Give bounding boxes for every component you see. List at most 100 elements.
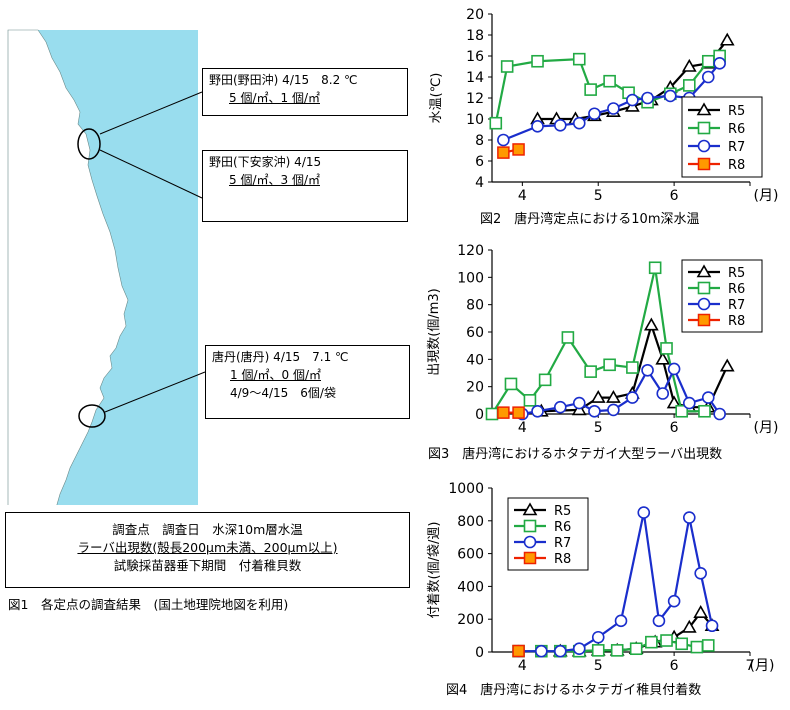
callout-karaniwa-line3: 4/9～4/15 6個/袋 [230, 386, 336, 400]
legend-label-R8: R8 [728, 158, 745, 173]
data-point-R7 [531, 120, 544, 133]
data-point-R6 [690, 640, 704, 654]
data-point-R6 [675, 637, 689, 651]
data-point-R7 [553, 400, 567, 414]
data-point-R6 [698, 404, 711, 418]
data-point-R5 [655, 351, 671, 365]
map-legend: 調査点 調査日 水深10m層水温 ラーバ出現数(殻長200μm未満、200μm以… [5, 512, 410, 588]
data-point-R5 [590, 389, 606, 403]
leader-line-noda-shimo [99, 149, 203, 199]
data-point-R7 [701, 70, 715, 84]
legend-label-R6: R6 [728, 122, 745, 137]
data-point-R7 [667, 362, 681, 376]
y-tick-label: 16 [466, 49, 484, 65]
legend-marker-R7 [697, 297, 711, 311]
data-point-R7 [614, 614, 628, 628]
data-point-R7 [656, 387, 670, 400]
y-tick-label: 4 [475, 175, 484, 191]
y-tick-label: 20 [466, 380, 484, 396]
y-tick-label: 0 [475, 645, 484, 661]
data-point-R7 [682, 396, 696, 410]
legend-label-R6: R6 [554, 520, 571, 535]
callout-karaniwa-line1: 唐丹(唐丹) 4/15 7.1 ℃ [212, 350, 349, 364]
y-tick-label: 1000 [448, 481, 484, 497]
legend-marker-R5 [696, 102, 712, 116]
y-axis-label: 水温(℃) [429, 73, 444, 124]
callout-noda-oki-line2: 5 個/㎡、1 個/㎡ [229, 91, 320, 105]
data-point-R7 [637, 506, 651, 519]
map-legend-line2: ラーバ出現数(殻長200μm未満、200μm以上) [77, 540, 338, 555]
data-point-R6 [504, 377, 518, 391]
data-point-R7 [641, 363, 654, 377]
y-tick-label: 14 [466, 70, 484, 86]
data-point-R7 [588, 404, 601, 418]
legend-label-R7: R7 [728, 298, 745, 313]
data-point-R6 [660, 342, 673, 355]
data-point-R8 [512, 644, 525, 658]
data-point-R5 [719, 358, 735, 372]
data-point-R7 [607, 102, 620, 115]
legend-marker-R8 [697, 157, 711, 171]
data-point-R8 [497, 146, 510, 159]
map-legend-line3: 試験採苗器垂下期間 付着稚貝数 [113, 558, 302, 573]
chart-caption: 図4 唐丹湾におけるホタテガイ稚貝付着数 [446, 682, 701, 698]
legend-label-R7: R7 [554, 536, 571, 551]
legend-label-R6: R6 [728, 282, 745, 297]
data-point-R5 [681, 58, 697, 72]
x-tick-label: 5 [594, 658, 603, 674]
x-tick-label: 6 [670, 188, 679, 204]
data-point-R6 [648, 261, 662, 275]
x-unit-label: (月) [750, 658, 775, 674]
data-point-R6 [489, 116, 503, 130]
y-tick-label: 10 [466, 112, 484, 128]
series-R6 [485, 261, 711, 421]
data-point-R5 [643, 317, 659, 331]
data-point-R7 [607, 403, 620, 417]
data-point-R7 [682, 511, 696, 524]
x-unit-label: (月) [754, 420, 779, 436]
data-point-R7 [626, 391, 639, 404]
data-point-R6 [485, 407, 499, 421]
x-tick-label: 5 [594, 420, 603, 436]
y-tick-label: 8 [475, 133, 484, 149]
data-point-R7 [591, 630, 605, 644]
data-point-R7 [572, 116, 586, 130]
noda-circle [77, 128, 101, 160]
callout-noda-shimo-line1: 野田(下安家沖) 4/15 [209, 155, 322, 169]
y-tick-label: 100 [457, 270, 484, 286]
x-unit-label: (月) [754, 188, 779, 204]
data-point-R6 [610, 644, 624, 657]
y-tick-label: 18 [466, 28, 484, 44]
data-point-R7 [667, 594, 681, 608]
data-point-R6 [584, 83, 597, 96]
water-temperature-chart: 4 6 8 10 12 14 16 18 20 4 5 6 (月) 水温(℃) 図2 唐丹湾定点における10… [429, 7, 779, 227]
callout-noda-shimo-line2: 5 個/㎡、3 個/㎡ [229, 173, 320, 187]
y-tick-label: 80 [466, 298, 484, 314]
data-point-R7 [705, 619, 719, 633]
series-R8 [512, 644, 525, 658]
data-point-R7 [701, 391, 715, 404]
data-point-R6 [561, 331, 575, 344]
y-tick-label: 800 [457, 514, 484, 530]
data-point-R6 [629, 642, 643, 656]
chart-caption: 図3 唐丹湾におけるホタテガイ大型ラーバ出現数 [428, 446, 722, 462]
data-point-R6 [523, 394, 537, 407]
leader-line-karaniwa [104, 371, 206, 413]
series-R7 [516, 362, 726, 421]
callout-karaniwa-line2: 1 個/㎡、0 個/㎡ [230, 368, 321, 382]
series-R8 [497, 406, 525, 419]
y-tick-label: 200 [457, 612, 484, 628]
leader-line-noda-oki [99, 91, 203, 135]
data-point-R5 [681, 619, 697, 633]
y-axis-label: 付着数(個/袋/週) [426, 522, 442, 619]
larvae-count-chart: 0 20 40 60 80 100 120 4 5 6 (月) 出現数(個/m3) 図3 唐丹湾における… [427, 243, 779, 462]
legend-label-R8: R8 [728, 314, 745, 329]
data-point-R6 [591, 644, 605, 657]
legend-marker-R7 [523, 535, 537, 549]
spat-settlement-chart: 0 200 400 600 800 1000 4 5 6 7(月) 付着数(個/袋/週) 図4 唐丹湾… [426, 481, 775, 698]
data-point-R7 [713, 407, 726, 421]
data-point-R8 [512, 143, 525, 156]
data-point-R5 [693, 605, 709, 618]
